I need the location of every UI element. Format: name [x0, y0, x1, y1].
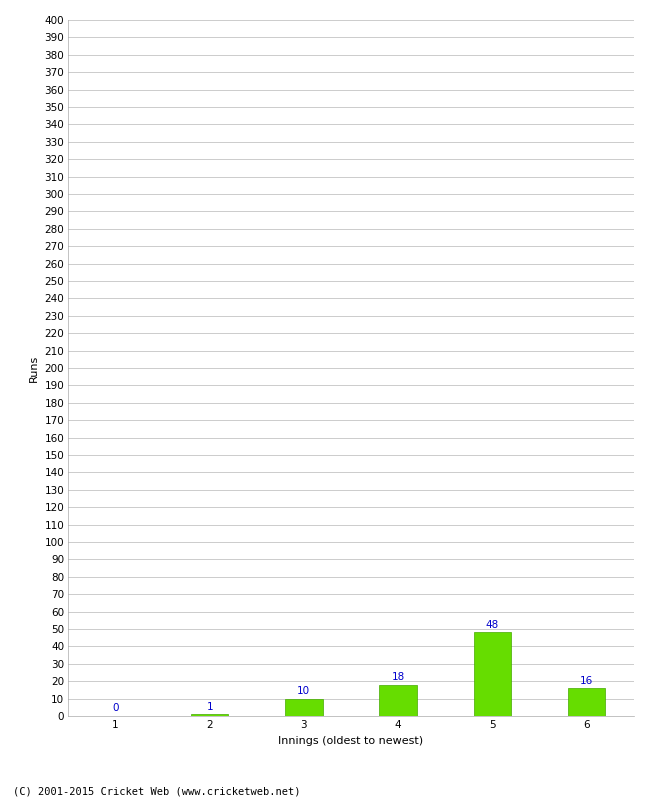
- Text: 10: 10: [297, 686, 311, 696]
- Bar: [473, 633, 511, 716]
- Bar: [568, 688, 605, 716]
- Text: 0: 0: [112, 703, 118, 714]
- Bar: [380, 685, 417, 716]
- Y-axis label: Runs: Runs: [29, 354, 39, 382]
- Text: 18: 18: [391, 672, 405, 682]
- Text: 1: 1: [206, 702, 213, 712]
- Bar: [285, 698, 322, 716]
- X-axis label: Innings (oldest to newest): Innings (oldest to newest): [278, 736, 424, 746]
- Text: (C) 2001-2015 Cricket Web (www.cricketweb.net): (C) 2001-2015 Cricket Web (www.cricketwe…: [13, 786, 300, 796]
- Bar: [191, 714, 229, 716]
- Text: 48: 48: [486, 620, 499, 630]
- Text: 16: 16: [580, 675, 593, 686]
